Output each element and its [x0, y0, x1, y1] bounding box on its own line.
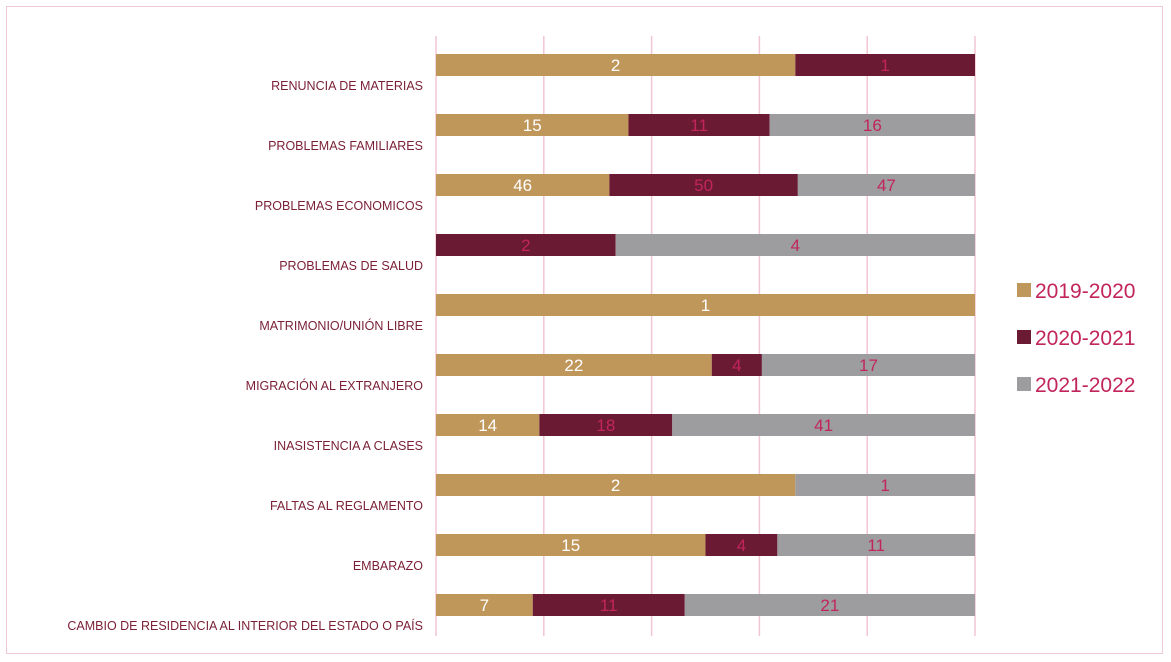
- category-label-renuncia-de-materias: RENUNCIA DE MATERIAS: [271, 79, 423, 93]
- category-label-embarazo: EMBARAZO: [353, 559, 423, 573]
- data-label-cambio-de-residencia-al-interior-del-estado-o-pais-2020-2021: 11: [600, 596, 618, 615]
- data-label-cambio-de-residencia-al-interior-del-estado-o-pais-2019-2020: 7: [480, 596, 489, 615]
- bar-embarazo-2020-2021: [705, 534, 778, 556]
- legend-swatch-2020-2021: [1017, 330, 1031, 344]
- bar-problemas-familiares-2019-2020: [436, 114, 629, 136]
- data-label-migracion-al-extranjero-2019-2020: 22: [564, 356, 583, 375]
- data-label-faltas-al-reglamento-2019-2020: 2: [611, 476, 620, 495]
- data-label-problemas-economicos-2021-2022: 47: [877, 176, 896, 195]
- data-label-embarazo-2019-2020: 15: [561, 536, 580, 555]
- bar-migracion-al-extranjero-2020-2021: [711, 354, 762, 376]
- bar-migracion-al-extranjero-2021-2022: [761, 354, 975, 376]
- data-label-problemas-economicos-2019-2020: 46: [513, 176, 532, 195]
- bar-embarazo-2021-2022: [777, 534, 975, 556]
- legend-label-2019-2020: 2019-2020: [1035, 280, 1135, 303]
- category-label-problemas-de-salud: PROBLEMAS DE SALUD: [279, 259, 423, 273]
- data-label-migracion-al-extranjero-2021-2022: 17: [859, 356, 878, 375]
- bar-inasistencia-a-clases-2021-2022: [672, 414, 975, 436]
- legend-label-2020-2021: 2020-2021: [1035, 327, 1135, 350]
- category-label-problemas-familiares: PROBLEMAS FAMILIARES: [268, 139, 423, 153]
- legend-swatch-2019-2020: [1017, 283, 1031, 297]
- data-label-embarazo-2020-2021: 4: [737, 536, 746, 555]
- data-label-cambio-de-residencia-al-interior-del-estado-o-pais-2021-2022: 21: [820, 596, 839, 615]
- data-label-problemas-familiares-2019-2020: 15: [523, 116, 542, 135]
- category-label-cambio-de-residencia-al-interior-del-estado-o-pais: CAMBIO DE RESIDENCIA AL INTERIOR DEL EST…: [67, 618, 423, 633]
- category-label-migracion-al-extranjero: MIGRACIÓN AL EXTRANJERO: [246, 378, 424, 393]
- bar-renuncia-de-materias-2020-2021: [795, 54, 975, 76]
- bar-problemas-economicos-2019-2020: [436, 174, 610, 196]
- data-label-problemas-de-salud-2020-2021: 2: [521, 236, 530, 255]
- data-label-migracion-al-extranjero-2020-2021: 4: [732, 356, 741, 375]
- category-label-matrimonio-union-libre: MATRIMONIO/UNIÓN LIBRE: [259, 318, 423, 333]
- data-label-problemas-economicos-2020-2021: 50: [694, 176, 713, 195]
- bar-inasistencia-a-clases-2019-2020: [436, 414, 540, 436]
- category-label-inasistencia-a-clases: INASISTENCIA A CLASES: [274, 439, 423, 453]
- bar-problemas-de-salud-2021-2022: [615, 234, 975, 256]
- data-label-faltas-al-reglamento-2021-2022: 1: [880, 476, 889, 495]
- bar-problemas-familiares-2021-2022: [769, 114, 975, 136]
- legend-swatch-2021-2022: [1017, 377, 1031, 391]
- bar-inasistencia-a-clases-2020-2021: [539, 414, 673, 436]
- bar-migracion-al-extranjero-2019-2020: [436, 354, 712, 376]
- data-label-problemas-familiares-2021-2022: 16: [863, 116, 882, 135]
- data-label-problemas-de-salud-2021-2022: 4: [791, 236, 800, 255]
- bar-problemas-economicos-2021-2022: [797, 174, 975, 196]
- legend-label-2021-2022: 2021-2022: [1035, 374, 1135, 397]
- category-label-faltas-al-reglamento: FALTAS AL REGLAMENTO: [270, 499, 423, 513]
- bar-matrimonio-union-libre-2019-2020: [436, 294, 975, 316]
- bar-problemas-familiares-2020-2021: [628, 114, 770, 136]
- data-label-inasistencia-a-clases-2020-2021: 18: [596, 416, 615, 435]
- data-label-renuncia-de-materias-2019-2020: 2: [611, 56, 620, 75]
- bar-problemas-de-salud-2020-2021: [436, 234, 616, 256]
- bar-cambio-de-residencia-al-interior-del-estado-o-pais-2020-2021: [532, 594, 685, 616]
- data-label-problemas-familiares-2020-2021: 11: [690, 116, 708, 135]
- data-label-matrimonio-union-libre-2019-2020: 1: [701, 296, 710, 315]
- data-label-inasistencia-a-clases-2019-2020: 14: [478, 416, 497, 435]
- data-label-embarazo-2021-2022: 11: [867, 536, 885, 555]
- bar-cambio-de-residencia-al-interior-del-estado-o-pais-2019-2020: [436, 594, 533, 616]
- bar-problemas-economicos-2020-2021: [609, 174, 798, 196]
- bar-embarazo-2019-2020: [436, 534, 706, 556]
- data-label-renuncia-de-materias-2020-2021: 1: [880, 56, 889, 75]
- data-label-inasistencia-a-clases-2021-2022: 41: [814, 416, 833, 435]
- bar-renuncia-de-materias-2019-2020: [436, 54, 796, 76]
- bar-faltas-al-reglamento-2021-2022: [795, 474, 975, 496]
- category-label-problemas-economicos: PROBLEMAS ECONOMICOS: [255, 199, 423, 213]
- bar-cambio-de-residencia-al-interior-del-estado-o-pais-2021-2022: [684, 594, 975, 616]
- bar-faltas-al-reglamento-2019-2020: [436, 474, 796, 496]
